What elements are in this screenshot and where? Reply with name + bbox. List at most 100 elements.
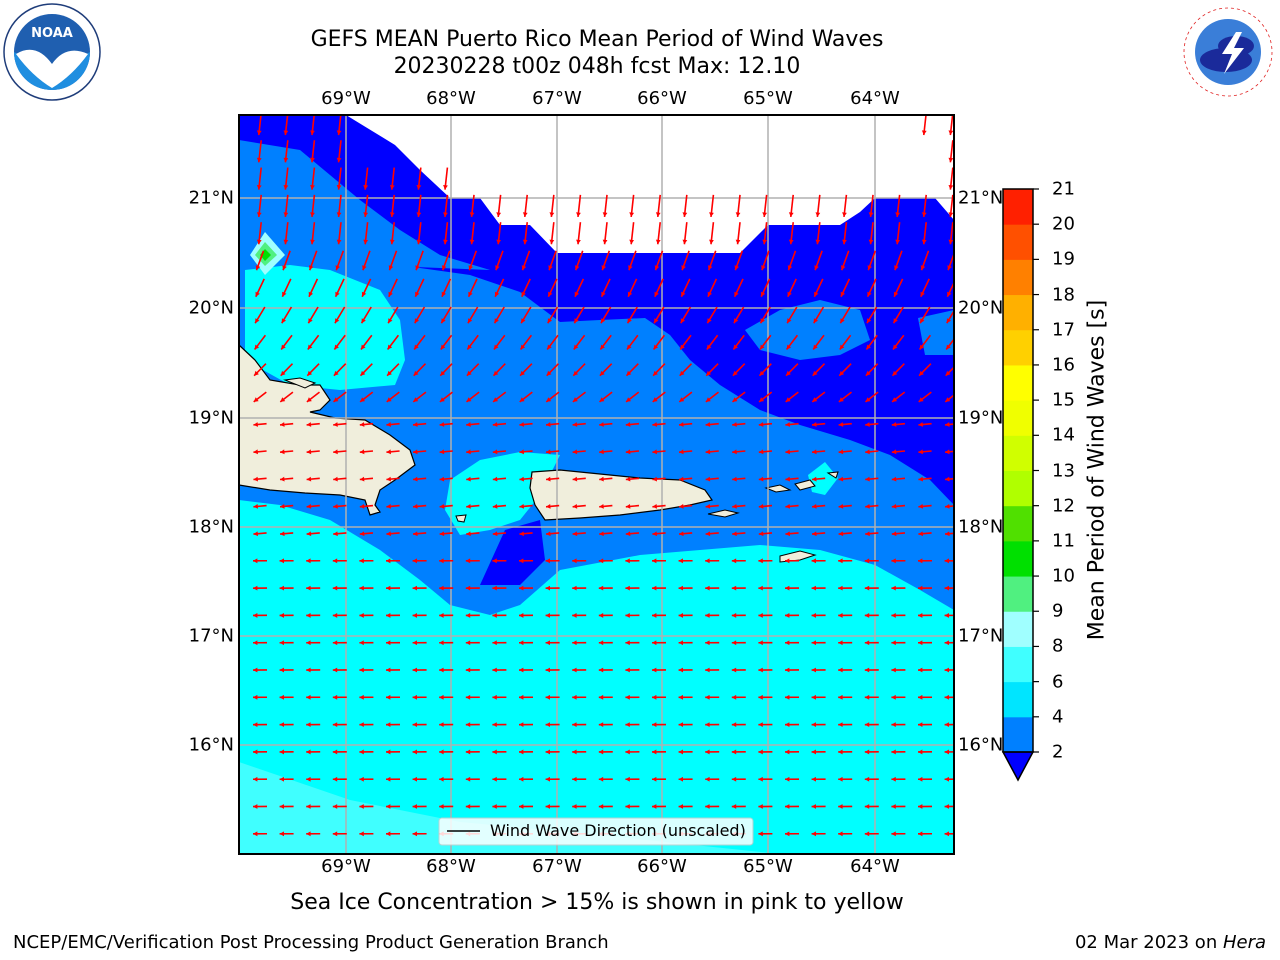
wind-arrow-head [253,749,258,755]
wind-arrow-head [599,504,604,509]
wind-arrow-head [253,694,258,700]
wind-arrow-head [892,344,898,350]
wind-arrow-head [813,344,818,350]
wind-arrow-head [386,476,392,482]
wind-arrow-head [891,422,897,427]
wind-arrow-head [732,370,738,376]
wind-arrow-head [572,776,577,782]
wind-arrow-head [549,212,555,217]
wind-arrow-head [654,265,660,271]
wind-arrow-head [412,776,418,782]
wind-arrow-head [599,859,603,864]
wind-arrow-head [466,422,471,427]
wind-arrow-head [386,722,391,728]
wind-arrow-head [519,640,524,646]
wind-arrow-head [545,722,551,728]
colorbar-tick-label: 13 [1052,460,1075,481]
wind-arrow-head [359,613,364,618]
wind-arrow-head [310,239,315,245]
wind-arrow-head [332,613,338,618]
wind-arrow-head [413,370,419,376]
wind-arrow-head [465,613,471,618]
wind-arrow-head [786,344,792,350]
colorbar-tick-label: 9 [1052,600,1064,622]
cyan-pocket-mona [445,452,560,535]
wind-arrow-head [415,291,420,297]
wind-arrow-head [948,157,954,163]
wind-arrow-head [359,558,364,564]
wind-arrow-head [439,585,444,591]
wind-arrow-head [679,397,685,402]
wind-arrow-head [519,558,524,564]
wind-arrow-head [785,397,791,402]
wind-arrow-head [493,370,499,376]
wind-arrow-head [919,370,924,376]
noaa-logo: NOAA [2,2,102,102]
wind-arrow-head [838,694,843,700]
wind-arrow-head [707,291,713,297]
wind-arrow-head [439,749,444,755]
wind-arrow-head [332,749,338,755]
wind-arrow-head [678,722,684,728]
wind-arrow-head [283,239,289,245]
wind-arrow-head [386,613,391,618]
wind-arrow-head [439,422,445,427]
wind-arrow-head [280,370,286,376]
wind-arrow-head [492,422,498,427]
wind-arrow-head [254,344,260,350]
wind-arrow-head [280,397,286,402]
wind-arrow-head [306,476,312,482]
wind-arrow-head [572,422,578,427]
wind-arrow-head [865,422,870,427]
wind-arrow-head [918,504,924,509]
wind-arrow-head [705,776,710,782]
wind-arrow-head [412,640,418,646]
lon-label-top: 67°W [532,88,582,109]
wind-arrow-head [521,318,526,324]
wind-arrow-head [732,531,737,537]
wind-arrow-head [918,667,923,673]
wind-arrow-head [944,694,950,700]
lon-label-top: 69°W [321,88,371,109]
wind-arrow-head [439,640,444,646]
wind-arrow-head [253,667,258,673]
wind-arrow-head [310,212,315,217]
lat-label-right: 17°N [958,625,1004,647]
map-plot-area [239,115,954,864]
wind-arrow-head [732,449,737,455]
wind-arrow-head [838,531,844,537]
wind-arrow-head [521,265,527,271]
wind-arrow-head [785,531,791,537]
wind-arrow-head [865,449,870,455]
wind-arrow-head [306,585,311,591]
wind-arrow-head [838,776,843,782]
wind-arrow-head [256,130,262,136]
wind-arrow-head [918,585,923,591]
hispaniola-land [239,344,416,516]
wind-arrow-head [895,239,901,245]
wind-arrow-head [336,239,342,245]
wind-arrow-head [253,504,259,509]
colorbar-tick-label: 19 [1052,248,1075,270]
wind-arrow-head [465,558,471,564]
wind-arrow-head [416,185,422,190]
wind-arrow-head [519,804,524,809]
wind-arrow-head [654,291,659,297]
wind-arrow-head [492,694,497,700]
wind-arrow-head [944,613,950,618]
wind-arrow-head [599,449,604,455]
wind-arrow-head [706,370,712,376]
colorbar-tick-label: 11 [1052,530,1075,552]
wind-arrow-head [679,449,684,455]
wind-arrow-head [785,449,791,455]
wind-arrow-head [335,265,341,271]
wind-arrow-head [386,831,391,837]
wind-arrow-head [600,318,606,324]
wind-arrow-head [891,776,896,782]
colorbar-segment [1003,259,1033,296]
colorbar-segment [1003,294,1033,331]
wind-arrow-head [283,157,289,163]
wind-arrow-head [732,859,736,864]
nws-logo [1178,2,1278,102]
